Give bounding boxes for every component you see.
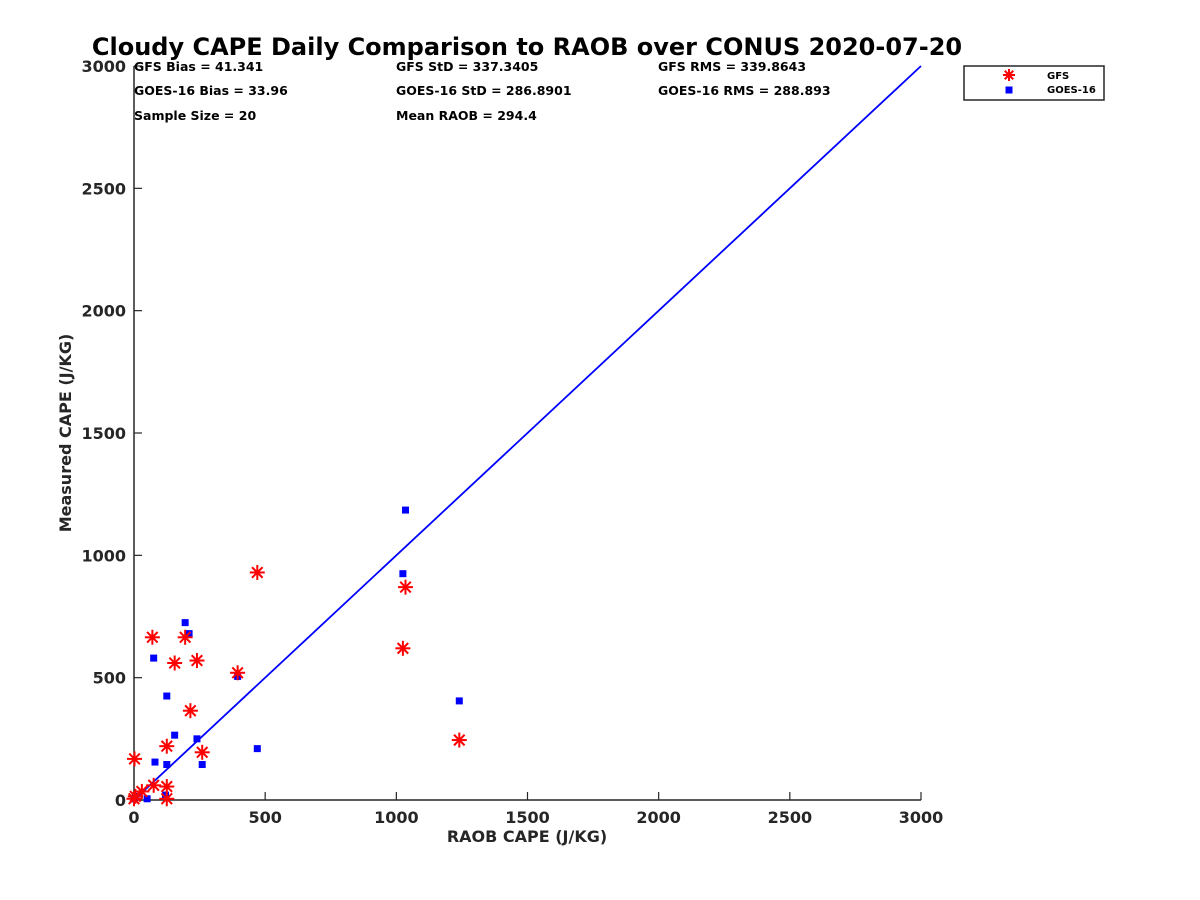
goes16-point [163,761,171,769]
stat-text: GFS StD = 337.3405 [396,59,538,74]
y-tick-label: 0 [115,791,126,810]
y-tick-label: 1000 [81,546,126,565]
stat-text: GOES-16 StD = 286.8901 [396,83,572,98]
gfs-point [146,777,162,793]
x-tick-label: 1000 [374,808,419,827]
gfs-point [159,738,175,754]
x-tick-label: 500 [248,808,281,827]
legend-marker-goes16 [1005,86,1013,94]
y-axis-label: Measured CAPE (J/KG) [56,334,75,533]
stat-text: GFS RMS = 339.8643 [658,59,806,74]
goes16-point [143,795,151,803]
goes16-point [171,731,179,739]
goes16-point [181,619,189,627]
gfs-point [189,653,205,669]
goes16-point [402,506,410,514]
goes16-point [163,692,171,700]
gfs-point [182,703,198,719]
gfs-point [230,665,246,681]
stat-text: Sample Size = 20 [134,108,256,123]
goes16-point [399,570,407,578]
x-axis-label: RAOB CAPE (J/KG) [447,827,607,846]
y-tick-label: 500 [93,669,126,688]
y-tick-label: 2500 [81,179,126,198]
x-tick-label: 1500 [505,808,550,827]
x-tick-label: 2500 [768,808,813,827]
gfs-point [194,744,210,760]
goes16-point [161,791,169,799]
legend-label-goes16: GOES-16 [1047,85,1096,96]
legend-box [963,65,1105,101]
plot-area: 0 500 1000 1500 2000 2500 3000 0 500 1000 1500 2000… [81,57,943,827]
gfs-point [167,655,183,671]
chart-title: Cloudy CAPE Daily Comparison to RAOB ove… [92,33,962,61]
x-tick-label: 2000 [636,808,681,827]
y-tick-label: 1500 [81,424,126,443]
goes16-point [253,745,261,753]
stat-text: GFS Bias = 41.341 [134,59,263,74]
stat-text: GOES-16 RMS = 288.893 [658,83,831,98]
gfs-point [177,629,193,645]
x-tick-label: 0 [128,808,139,827]
gfs-point [398,579,414,595]
y-tick-label: 3000 [81,57,126,76]
legend-label-gfs: GFS [1047,71,1069,82]
y-tick-label: 2000 [81,302,126,321]
gfs-point [127,788,143,804]
goes16-point [150,654,158,662]
goes16-point [193,735,201,743]
goes16-point [198,761,206,769]
gfs-point [249,564,265,580]
stat-text: Mean RAOB = 294.4 [396,108,537,123]
legend-marker-gfs [1003,69,1015,81]
legend: GFS GOES-16 [963,65,1105,101]
gfs-point [134,783,150,799]
gfs-point [159,791,175,807]
gfs-point [144,629,160,645]
gfs-point [127,751,143,767]
goes16-point [455,697,463,705]
gfs-point [395,640,411,656]
stat-text: GOES-16 Bias = 33.96 [134,83,288,98]
x-tick-label: 3000 [899,808,944,827]
one-to-one-line [133,65,922,801]
goes16-point [151,758,159,766]
gfs-point [451,732,467,748]
